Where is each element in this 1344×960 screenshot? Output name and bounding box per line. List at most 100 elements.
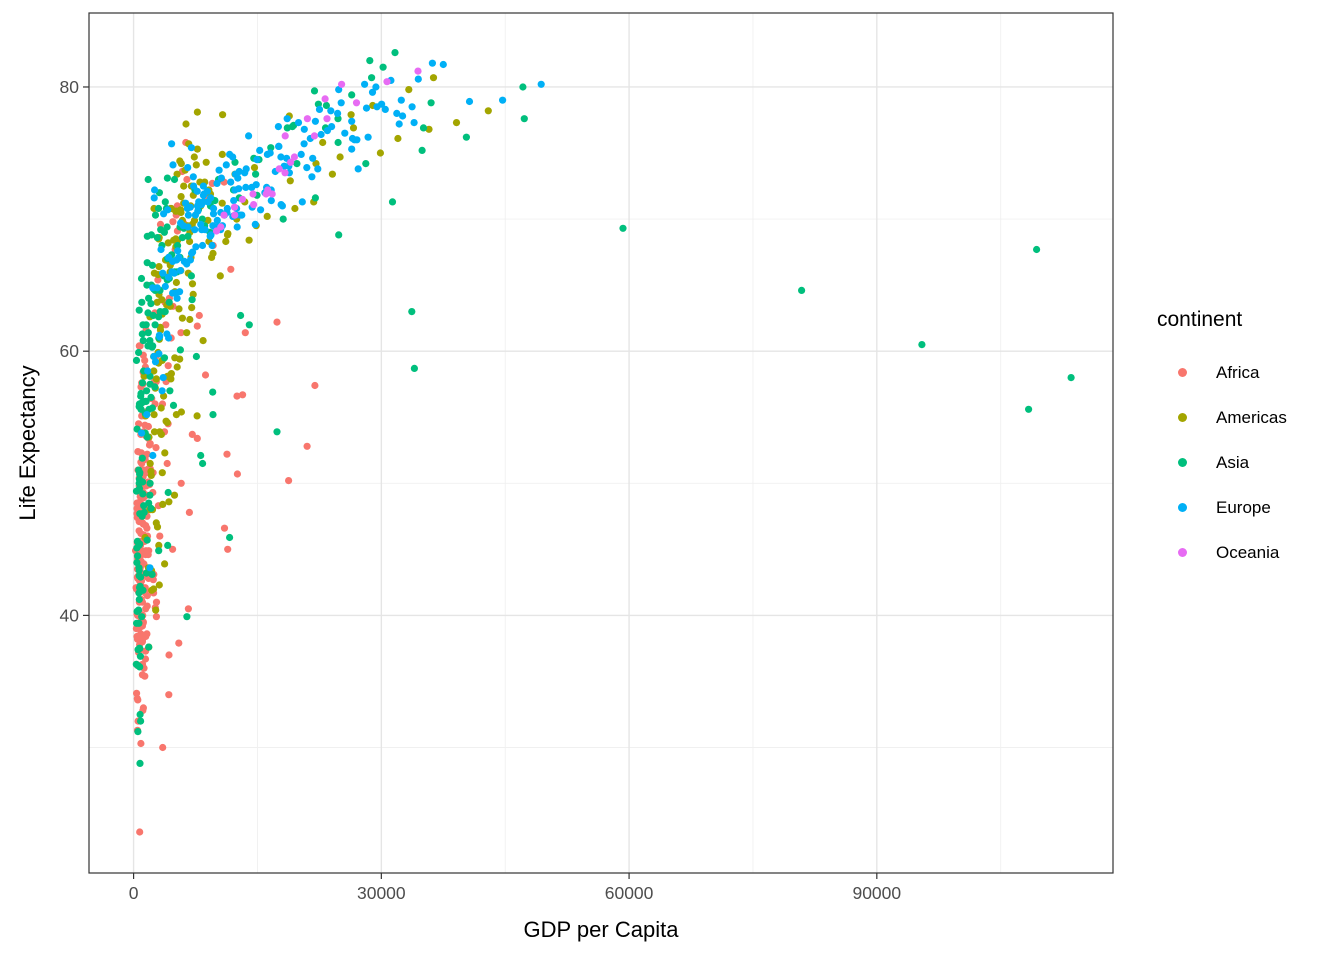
data-point — [135, 403, 143, 411]
data-point — [164, 541, 172, 550]
data-point — [349, 124, 358, 132]
data-point — [328, 170, 336, 178]
data-point — [187, 272, 195, 280]
data-point — [537, 80, 545, 88]
data-point — [137, 389, 145, 398]
data-point — [619, 224, 627, 232]
data-point — [164, 239, 172, 247]
data-point — [154, 276, 162, 284]
data-point — [139, 337, 147, 345]
data-point — [182, 120, 190, 128]
data-point — [197, 451, 205, 460]
data-point — [145, 643, 153, 651]
data-point — [484, 107, 492, 115]
data-point — [162, 321, 170, 329]
data-point — [245, 236, 253, 244]
data-point — [146, 479, 154, 487]
data-point — [208, 241, 216, 250]
legend-dot-asia — [1178, 458, 1187, 467]
data-point — [164, 273, 172, 281]
data-point — [300, 140, 308, 148]
data-point — [185, 508, 193, 516]
data-point — [146, 564, 154, 572]
legend-dot-africa — [1178, 368, 1187, 377]
data-point — [183, 175, 191, 184]
data-point — [172, 207, 180, 215]
data-point — [134, 728, 142, 736]
data-point — [161, 198, 169, 206]
data-point — [135, 485, 144, 493]
data-point — [183, 329, 191, 337]
data-point — [155, 547, 163, 555]
data-point — [204, 216, 212, 224]
data-point — [138, 330, 146, 338]
data-point — [427, 99, 435, 107]
data-point — [222, 161, 230, 169]
data-point — [267, 144, 275, 152]
data-point — [139, 704, 147, 712]
data-point — [199, 459, 207, 468]
data-point — [193, 412, 201, 420]
data-point — [499, 96, 507, 104]
data-point — [139, 490, 147, 498]
data-point — [336, 153, 344, 161]
data-point — [277, 201, 285, 209]
data-point — [133, 689, 141, 697]
legend-label-africa: Africa — [1216, 362, 1260, 382]
data-point — [154, 204, 163, 213]
data-point — [151, 358, 160, 366]
data-point — [137, 630, 145, 638]
legend-label-oceania: Oceania — [1216, 542, 1280, 562]
legend-item-americas: Americas — [1157, 395, 1287, 440]
data-point — [166, 387, 174, 395]
panel-border — [88, 12, 1114, 874]
data-point — [209, 388, 217, 396]
data-point — [226, 533, 234, 542]
data-point — [520, 115, 528, 123]
data-point — [161, 282, 169, 291]
data-point — [140, 372, 148, 380]
data-point — [175, 253, 183, 261]
data-point — [414, 67, 422, 75]
data-point — [158, 387, 166, 395]
data-point — [283, 124, 291, 132]
data-point — [192, 243, 200, 251]
data-point — [395, 120, 403, 128]
data-point — [148, 261, 156, 269]
data-point — [308, 173, 316, 181]
data-point — [281, 132, 289, 140]
data-point — [202, 158, 210, 166]
data-point — [217, 174, 225, 182]
data-point — [303, 115, 311, 123]
data-point — [347, 111, 355, 119]
data-point — [155, 541, 163, 550]
data-point — [169, 401, 178, 409]
data-point — [176, 355, 184, 363]
data-point — [144, 367, 152, 375]
data-point — [408, 308, 416, 316]
data-point — [192, 352, 200, 361]
data-point — [160, 354, 169, 362]
data-point — [317, 130, 325, 139]
data-point — [251, 220, 259, 228]
data-point — [135, 475, 143, 483]
data-point — [337, 99, 345, 107]
data-point — [188, 280, 197, 288]
data-point — [209, 210, 218, 218]
data-point — [383, 78, 391, 86]
data-point — [159, 374, 167, 382]
data-point — [159, 500, 167, 508]
data-point — [192, 161, 200, 169]
data-point — [191, 226, 199, 234]
data-point — [182, 199, 190, 207]
data-point — [1025, 405, 1033, 413]
x-tick-label: 30000 — [357, 883, 406, 903]
data-point — [168, 140, 176, 148]
legend-dot-europe — [1178, 503, 1187, 512]
data-point — [207, 194, 215, 202]
data-point — [334, 138, 342, 147]
data-point — [362, 104, 371, 112]
data-point — [393, 109, 401, 117]
legend-item-europe: Europe — [1157, 485, 1287, 530]
data-point — [137, 274, 146, 283]
